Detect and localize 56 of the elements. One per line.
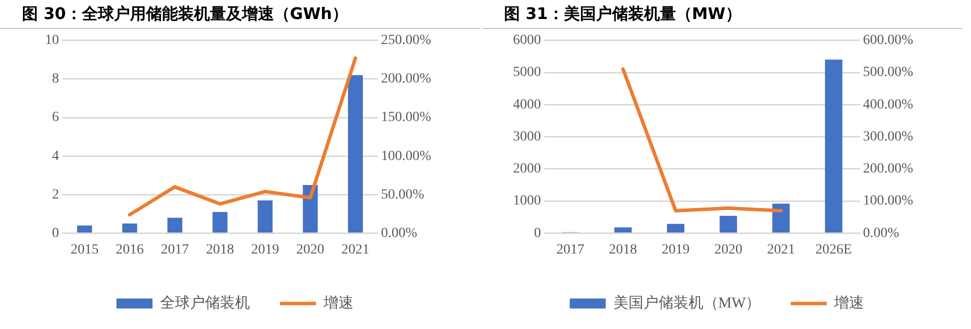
y2-tick-label: 50.00% (381, 187, 424, 202)
x-tick-label: 2020 (714, 242, 742, 258)
y-tick-label: 6 (52, 110, 59, 126)
y-tick-label: 4000 (513, 97, 541, 112)
x-tick-label: 2019 (251, 242, 280, 258)
chart-title: 图 30：全球户用储能装机量及增速（GWh） (0, 0, 480, 29)
x-tick-label: 2017 (556, 242, 584, 258)
y2-tick-label: 100.00% (381, 148, 432, 164)
y2-tick-label: 200.00% (381, 72, 432, 87)
bar (77, 225, 92, 232)
y-tick-label: 0 (52, 226, 59, 241)
y-tick-label: 5000 (513, 65, 541, 80)
y2-tick-label: 400.00% (863, 97, 914, 112)
y-tick-label: 3000 (513, 129, 541, 144)
y2-tick-label: 500.00% (863, 65, 914, 80)
bar (772, 204, 790, 232)
bar (824, 60, 842, 232)
y2-tick-label: 0.00% (381, 226, 418, 241)
y2-tick-label: 250.00% (381, 33, 432, 48)
legend-label: 美国户储装机（MW） (613, 294, 761, 312)
y-tick-label: 2 (52, 187, 59, 202)
legend-label: 全球户储装机 (160, 294, 250, 312)
y-tick-label: 1000 (513, 194, 541, 209)
chart-title: 图 31：美国户储装机量（MW） (482, 0, 962, 29)
x-tick-label: 2019 (662, 242, 690, 258)
y2-tick-label: 150.00% (381, 110, 432, 126)
y2-tick-label: 100.00% (863, 194, 914, 209)
bar (258, 200, 273, 232)
x-tick-label: 2026E (815, 242, 852, 258)
x-tick-label: 2020 (296, 242, 324, 258)
y-tick-label: 4 (52, 148, 59, 164)
bar (614, 227, 632, 232)
y-tick-label: 6000 (513, 33, 541, 48)
y-tick-label: 8 (52, 72, 59, 87)
x-tick-label: 2015 (70, 242, 99, 258)
y-tick-label: 0 (534, 226, 541, 241)
y-tick-label: 2000 (513, 162, 541, 177)
legend-label: 增速 (322, 294, 354, 312)
bar (122, 224, 138, 232)
x-tick-label: 2017 (160, 242, 189, 258)
bar (212, 212, 228, 232)
x-tick-label: 2021 (341, 242, 370, 258)
x-tick-label: 2021 (767, 242, 795, 258)
bar (666, 224, 684, 232)
bar (348, 75, 363, 232)
x-tick-label: 2018 (206, 242, 234, 258)
x-tick-label: 2016 (116, 242, 144, 258)
x-tick-label: 2018 (609, 242, 637, 258)
y2-tick-label: 300.00% (863, 129, 914, 144)
legend-label: 增速 (833, 294, 864, 312)
bar (720, 216, 738, 232)
bar (167, 218, 182, 232)
y-tick-label: 10 (45, 33, 59, 48)
y2-tick-label: 0.00% (863, 226, 900, 241)
y2-tick-label: 600.00% (863, 33, 914, 48)
y2-tick-label: 200.00% (863, 162, 914, 177)
